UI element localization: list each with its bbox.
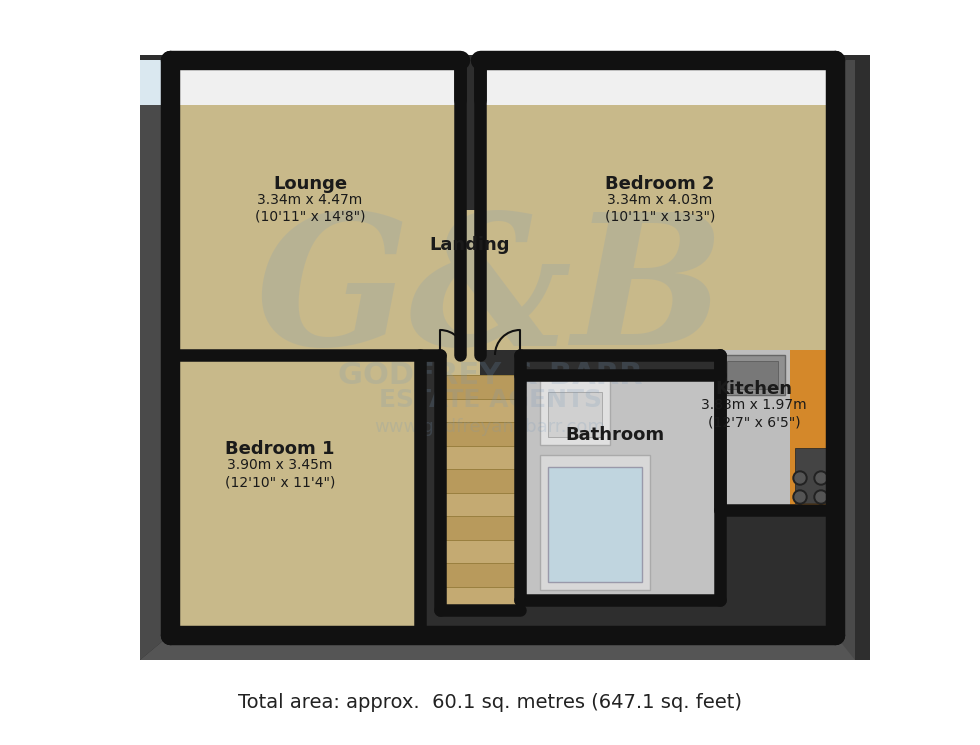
Bar <box>440 586 520 610</box>
Bar <box>440 422 520 446</box>
Circle shape <box>793 490 807 504</box>
Circle shape <box>816 473 826 483</box>
Text: 3.34m x 4.03m: 3.34m x 4.03m <box>608 193 712 207</box>
Bar <box>790 350 835 510</box>
Polygon shape <box>140 60 170 105</box>
Text: (12'10" x 11'4"): (12'10" x 11'4") <box>224 475 335 489</box>
Bar <box>440 210 480 375</box>
Polygon shape <box>140 105 170 660</box>
Text: G&B: G&B <box>255 207 725 383</box>
Bar <box>540 380 610 445</box>
Bar <box>720 355 785 395</box>
Bar <box>440 375 520 399</box>
Polygon shape <box>835 60 855 660</box>
Bar <box>795 448 833 503</box>
Text: Bathroom: Bathroom <box>565 426 664 444</box>
Bar <box>440 516 520 539</box>
Circle shape <box>793 471 807 485</box>
Polygon shape <box>140 360 170 640</box>
Bar <box>548 392 602 437</box>
Text: Landing: Landing <box>430 236 511 254</box>
Polygon shape <box>140 55 870 660</box>
Bar <box>727 361 778 389</box>
Polygon shape <box>170 360 420 635</box>
Polygon shape <box>140 105 170 355</box>
Polygon shape <box>480 105 835 350</box>
Bar <box>440 469 520 492</box>
Text: 3.90m x 3.45m: 3.90m x 3.45m <box>227 458 332 472</box>
Text: GODFREY & BARR: GODFREY & BARR <box>338 361 642 390</box>
Bar <box>440 563 520 586</box>
Polygon shape <box>140 635 855 660</box>
Text: 3.34m x 4.47m: 3.34m x 4.47m <box>258 193 363 207</box>
Polygon shape <box>440 210 480 375</box>
Text: (10'11" x 14'8"): (10'11" x 14'8") <box>255 210 366 224</box>
Circle shape <box>814 490 828 504</box>
Bar <box>440 399 520 422</box>
Bar <box>540 455 650 590</box>
Circle shape <box>795 492 805 502</box>
Circle shape <box>814 471 828 485</box>
Bar <box>440 539 520 563</box>
Text: Bedroom 1: Bedroom 1 <box>225 440 335 458</box>
Circle shape <box>816 492 826 502</box>
Text: www.godfreyandbarr.com: www.godfreyandbarr.com <box>374 418 606 436</box>
Text: Kitchen: Kitchen <box>715 380 793 398</box>
Polygon shape <box>520 375 720 600</box>
Text: Total area: approx.  60.1 sq. metres (647.1 sq. feet): Total area: approx. 60.1 sq. metres (647… <box>238 694 742 712</box>
Bar <box>720 350 835 510</box>
Polygon shape <box>158 60 460 105</box>
Bar <box>440 446 520 469</box>
Circle shape <box>795 473 805 483</box>
Text: ESTATE AGENTS: ESTATE AGENTS <box>378 388 602 412</box>
Bar <box>548 467 642 582</box>
Text: 3.83m x 1.97m: 3.83m x 1.97m <box>701 398 807 412</box>
Text: Bedroom 2: Bedroom 2 <box>606 175 714 193</box>
Polygon shape <box>170 105 460 350</box>
Text: (10'11" x 13'3"): (10'11" x 13'3") <box>605 210 715 224</box>
Text: (12'7" x 6'5"): (12'7" x 6'5") <box>708 415 801 429</box>
Polygon shape <box>480 60 855 105</box>
Text: Lounge: Lounge <box>273 175 347 193</box>
Bar <box>440 492 520 516</box>
